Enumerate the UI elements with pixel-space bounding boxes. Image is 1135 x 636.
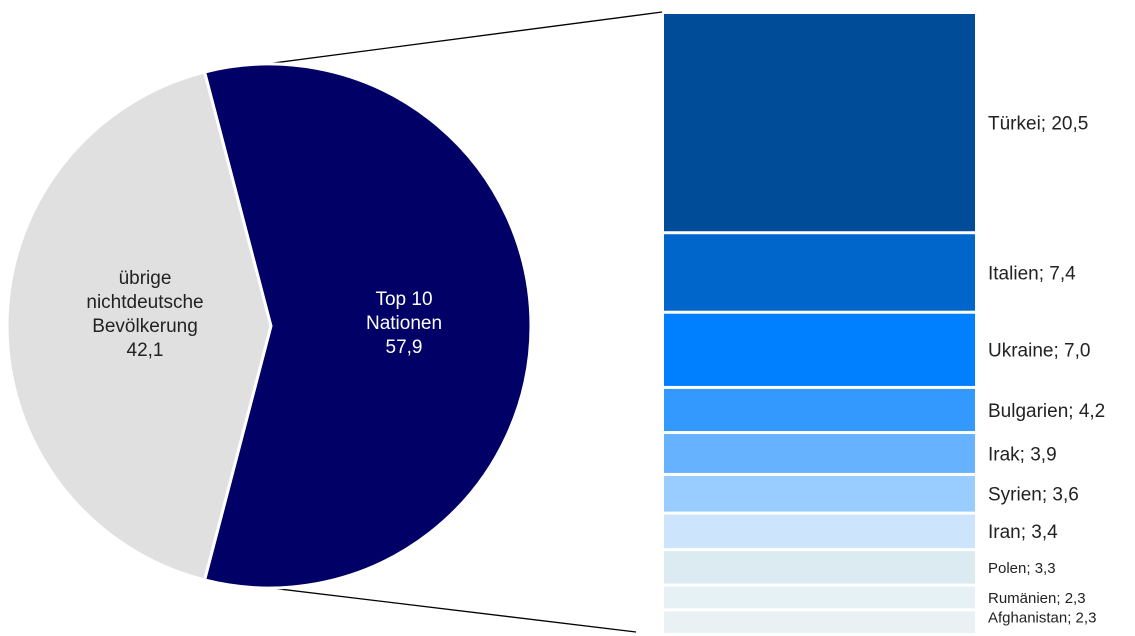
bar-label-afghanistan: Afghanistan; 2,3 xyxy=(988,610,1096,627)
pie-value-label: 42,1 xyxy=(127,340,164,361)
bar-segment-bulgarien xyxy=(664,388,975,432)
bar-segment-turkei xyxy=(664,14,975,232)
pie-name-line: Bevölkerung xyxy=(92,316,198,337)
pie-name-line: Top 10 xyxy=(375,289,432,310)
connector-line-top xyxy=(204,11,663,73)
bar-label-turkei: Türkei; 20,5 xyxy=(988,113,1088,134)
stacked-bar: Türkei; 20,5 Italien; 7,4 Ukraine; 7,0 Bulg… xyxy=(664,14,1105,633)
bar-segment-afghanistan xyxy=(664,611,975,633)
pie-slice-other xyxy=(5,70,273,582)
bar-segment-ukraine xyxy=(664,313,975,386)
bar-segment-syrien xyxy=(664,475,975,512)
bar-label-bulgarien: Bulgarien; 4,2 xyxy=(988,401,1105,422)
bar-segment-rumanien xyxy=(664,586,975,609)
bar-label-polen: Polen; 3,3 xyxy=(988,560,1056,577)
bar-segment-irak xyxy=(664,434,975,473)
pie: übrige nichtdeutsche Bevölkerung 42,1 Top 10… xyxy=(5,62,533,590)
bar-label-ukraine: Ukraine; 7,0 xyxy=(988,341,1090,362)
bar-label-syrien: Syrien; 3,6 xyxy=(988,485,1079,506)
pie-value-label: 57,9 xyxy=(386,337,423,358)
pie-name-line: Nationen xyxy=(366,313,442,334)
bar-label-irak: Irak; 3,9 xyxy=(988,444,1057,465)
bar-segment-polen xyxy=(664,551,975,584)
bar-segment-iran xyxy=(664,514,975,549)
bar-segment-italien xyxy=(664,234,975,311)
bar-label-rumanien: Rumänien; 2,3 xyxy=(988,590,1086,607)
pie-slice-top10 xyxy=(202,62,533,590)
pie-label-top10: Top 10 Nationen 57,9 xyxy=(366,289,442,358)
pie-name-line: nichtdeutsche xyxy=(86,292,203,313)
bar-label-iran: Iran; 3,4 xyxy=(988,522,1058,543)
pie-label-other: übrige nichtdeutsche Bevölkerung 42,1 xyxy=(86,268,203,361)
pie-name-line: übrige xyxy=(119,268,172,289)
bar-label-italien: Italien; 7,4 xyxy=(988,263,1076,284)
